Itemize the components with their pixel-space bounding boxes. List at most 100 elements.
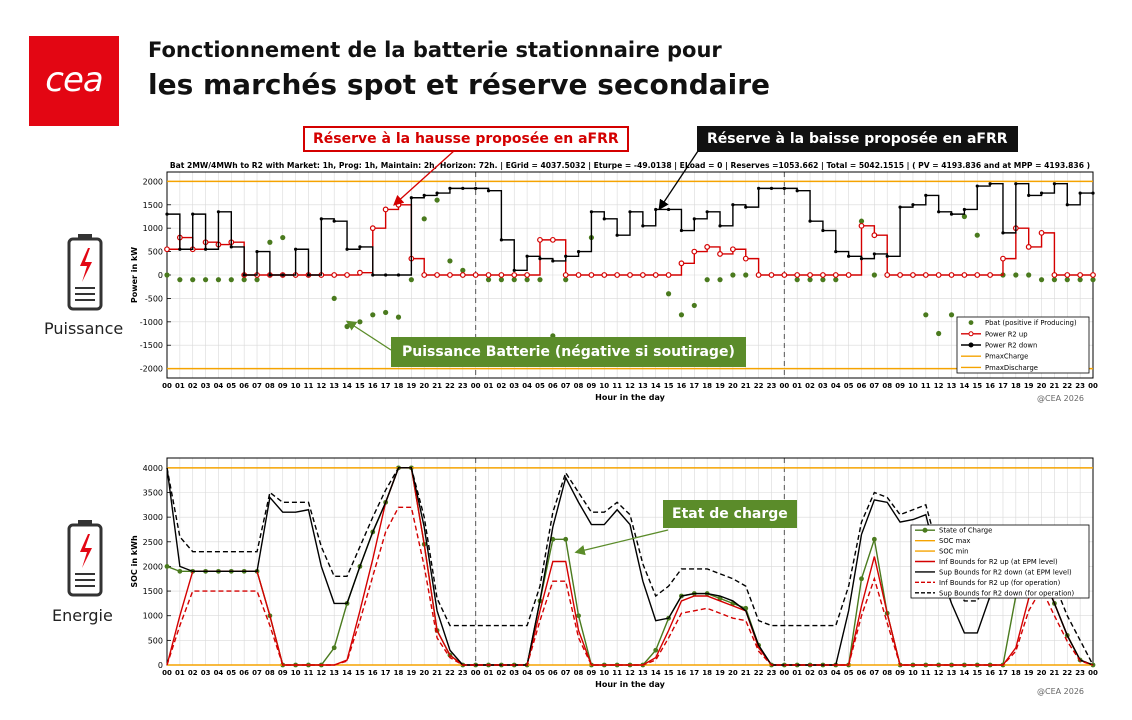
data-point: [319, 217, 323, 221]
data-point: [1013, 272, 1019, 278]
data-point: [653, 647, 659, 653]
data-point: [948, 272, 955, 278]
y-axis-label: Power in kW: [130, 247, 139, 303]
data-point: [537, 236, 543, 243]
data-point: [1051, 272, 1058, 278]
x-tick-label: 06: [239, 669, 249, 677]
data-point: [281, 273, 285, 277]
data-point: [859, 576, 864, 582]
data-point: [164, 272, 170, 278]
x-tick-label: 03: [201, 669, 211, 677]
data-point: [216, 210, 221, 214]
legend-item: Sup Bounds for R2 down (at EPM level): [915, 568, 1072, 576]
data-point: [795, 189, 799, 193]
data-point: [858, 222, 865, 229]
legend-marker: [968, 342, 974, 348]
data-point: [821, 228, 825, 233]
x-tick-label: 22: [1062, 382, 1072, 390]
x-tick-label: 14: [342, 382, 352, 390]
data-point: [447, 272, 453, 278]
x-tick-label: 23: [1075, 382, 1085, 390]
x-tick-label: 18: [1011, 382, 1021, 390]
arrow-soc: [574, 529, 669, 556]
x-tick-label: 05: [844, 669, 854, 677]
legend-item: State of Charge: [915, 527, 992, 535]
y-tick-label: 2000: [143, 562, 163, 571]
data-point: [164, 564, 170, 569]
x-tick-label: 19: [406, 669, 416, 677]
x-tick-label: 01: [484, 669, 494, 677]
legend-item: Inf Bounds for R2 up (at EPM level): [915, 558, 1058, 566]
data-point: [974, 232, 980, 238]
x-tick-label: 19: [406, 382, 416, 390]
x-tick-label: 15: [355, 382, 365, 390]
legend-label: Power R2 up: [985, 330, 1028, 338]
logo-text: cea: [45, 60, 103, 100]
legend-item: Inf Bounds for R2 up (for operation): [915, 579, 1061, 587]
x-tick-label: 08: [882, 669, 892, 677]
x-tick-label: 00: [162, 669, 172, 677]
data-point: [331, 645, 337, 651]
data-point: [768, 272, 775, 278]
legend-label: State of Charge: [939, 527, 992, 535]
x-tick-label: 17: [381, 669, 391, 677]
data-point: [924, 193, 928, 198]
data-point: [808, 219, 812, 223]
data-point: [564, 254, 568, 258]
x-tick-label: 07: [252, 669, 262, 677]
data-point: [975, 184, 979, 188]
y-tick-label: 500: [148, 248, 163, 257]
x-tick-label: 01: [792, 382, 802, 390]
x-tick-label: 00: [779, 382, 789, 390]
x-tick-label: 23: [1075, 669, 1085, 677]
x-tick-label: 04: [214, 382, 224, 390]
data-point: [718, 224, 722, 228]
data-point: [717, 277, 723, 283]
x-tick-label: 11: [921, 382, 931, 390]
data-point: [177, 277, 183, 283]
data-point: [165, 212, 169, 216]
x-tick-label: 17: [689, 669, 699, 677]
arrow-reserve-down: [658, 147, 701, 211]
x-tick-label: 03: [509, 382, 519, 390]
data-point: [807, 272, 813, 278]
legend-label: Sup Bounds for R2 down (at EPM level): [939, 568, 1072, 576]
callout-battery-power: Puissance Batterie (négative si soutirag…: [391, 337, 746, 367]
data-point: [641, 224, 645, 228]
x-tick-label: 08: [574, 382, 584, 390]
x-tick-label: 16: [985, 669, 995, 677]
x-tick-label: 14: [651, 382, 661, 390]
data-point: [782, 186, 786, 190]
y-tick-label: -500: [145, 294, 163, 303]
data-point: [1000, 255, 1006, 262]
data-point: [215, 277, 222, 283]
x-tick-label: 02: [188, 669, 198, 677]
data-point: [434, 272, 440, 278]
x-axis-label: Hour in the day: [595, 393, 665, 402]
data-point: [344, 272, 350, 278]
x-tick-label: 02: [805, 382, 815, 390]
data-point: [1025, 244, 1032, 250]
data-point: [691, 248, 698, 255]
data-point: [371, 273, 375, 277]
data-point: [602, 217, 606, 221]
battery-power-icon: [67, 234, 103, 311]
data-point: [576, 613, 581, 619]
data-point: [731, 203, 735, 207]
x-tick-label: 09: [278, 669, 288, 677]
x-tick-label: 15: [972, 382, 982, 390]
chart-title: Bat 2MW/4MWh to R2 with Market: 1h, Prog…: [170, 161, 1090, 171]
x-tick-label: 21: [1050, 382, 1060, 390]
data-point: [847, 254, 851, 258]
x-tick-label: 15: [972, 669, 982, 677]
x-tick-label: 09: [895, 669, 905, 677]
data-point: [910, 272, 916, 278]
y-tick-label: -1500: [140, 341, 163, 350]
x-tick-label: 08: [265, 669, 275, 677]
data-point: [742, 255, 749, 262]
y-tick-label: -1000: [140, 318, 163, 327]
data-point: [409, 196, 413, 200]
data-point: [524, 277, 530, 283]
data-point: [408, 277, 414, 283]
x-tick-label: 13: [329, 669, 339, 677]
